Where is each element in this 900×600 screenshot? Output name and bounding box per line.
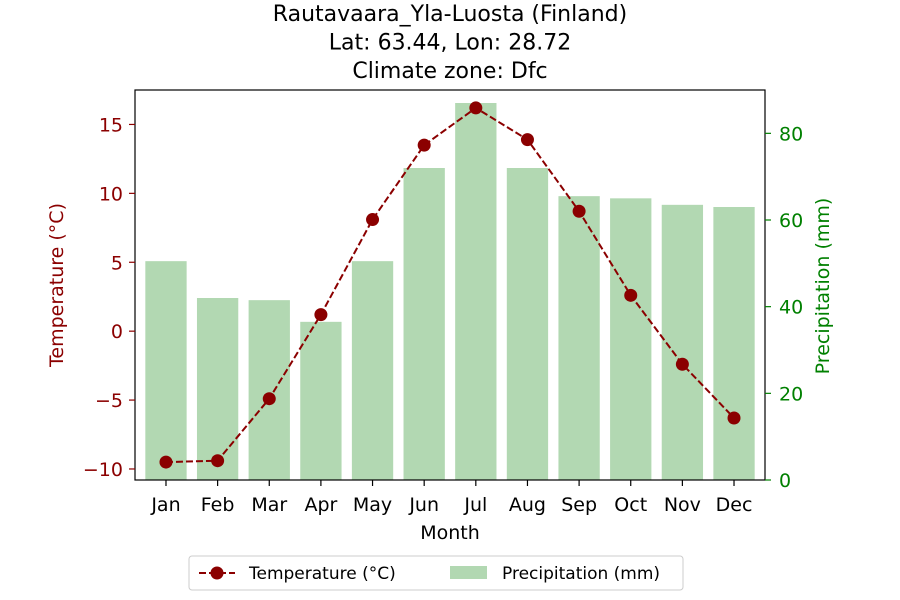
y-right-tick-label: 0	[779, 470, 791, 492]
precipitation-bar	[248, 300, 290, 480]
precipitation-bar	[403, 168, 445, 480]
y-left-tick-label: −10	[83, 459, 123, 481]
precipitation-bar	[661, 204, 704, 481]
x-tick-label: Jun	[408, 494, 439, 516]
temperature-point	[314, 308, 328, 322]
x-tick-label: Feb	[201, 494, 235, 516]
chart-title: Rautavaara_Yla-Luosta (Finland) Lat: 63.4…	[273, 2, 627, 84]
axes: −10 −5 0 5 10 15 0 20 40 60 80 Jan Feb Mar Apr May Jun Ju…	[46, 89, 834, 544]
x-tick-label: Sep	[561, 494, 597, 516]
y-left-axis-label: Temperature (°C)	[46, 203, 68, 368]
y-left-tick-label: 10	[99, 183, 123, 205]
x-tick-label: Apr	[304, 494, 337, 516]
precipitation-bar	[455, 103, 497, 480]
precipitation-bar	[610, 198, 652, 481]
legend-precipitation-swatch	[450, 566, 487, 579]
temperature-series-line	[165, 106, 735, 464]
x-tick-label: Dec	[716, 494, 753, 516]
x-axis-label: Month	[420, 522, 480, 544]
chart-title-line: Lat: 63.44, Lon: 28.72	[329, 31, 571, 56]
temperature-point	[624, 288, 638, 302]
x-tick-label: Aug	[509, 494, 546, 516]
x-tick-label: Mar	[251, 494, 287, 516]
x-tick-label: Jul	[463, 494, 487, 516]
temperature-point	[262, 392, 276, 406]
chart-title-line: Climate zone: Dfc	[352, 59, 547, 84]
y-right-tick-label: 40	[779, 297, 803, 319]
y-left-tick-label: 5	[111, 252, 123, 274]
precipitation-bar	[196, 298, 239, 480]
temperature-point	[469, 101, 483, 115]
temperature-point	[520, 133, 534, 147]
precipitation-bar	[300, 321, 342, 480]
precipitation-bar	[506, 168, 549, 480]
temperature-point	[572, 204, 586, 218]
y-right-tick-label: 80	[779, 123, 803, 145]
y-left-tick-label: 0	[111, 321, 123, 343]
temperature-point	[417, 138, 431, 152]
precipitation-bar	[145, 261, 187, 480]
precipitation-bar	[713, 207, 755, 480]
temperature-point	[211, 454, 225, 468]
legend: Temperature (°C) Precipitation (mm)	[188, 555, 684, 591]
plot-frame	[134, 89, 766, 481]
precipitation-bar	[558, 196, 600, 480]
legend-precipitation-label: Precipitation (mm)	[502, 564, 660, 584]
y-right-tick-label: 20	[779, 383, 803, 405]
precipitation-bars	[145, 103, 755, 481]
y-left-tick-label: 15	[99, 114, 123, 136]
temperature-point	[366, 213, 380, 227]
temperature-point	[727, 411, 741, 425]
y-right-tick-label: 60	[779, 210, 803, 232]
x-tick-label: Jan	[150, 494, 180, 516]
temperature-point	[675, 357, 689, 371]
y-right-axis-label: Precipitation (mm)	[812, 198, 834, 375]
temperature-line	[159, 101, 741, 469]
x-tick-label: Oct	[614, 494, 647, 516]
x-tick-label: May	[353, 494, 392, 516]
temperature-point	[159, 455, 173, 469]
y-left-tick-label: −5	[95, 390, 123, 412]
legend-temperature-label: Temperature (°C)	[248, 564, 396, 584]
legend-temperature-marker	[210, 566, 224, 580]
precipitation-bar	[351, 261, 394, 480]
x-tick-label: Nov	[664, 494, 701, 516]
legend-frame	[188, 555, 684, 591]
chart-title-line: Rautavaara_Yla-Luosta (Finland)	[273, 2, 627, 27]
